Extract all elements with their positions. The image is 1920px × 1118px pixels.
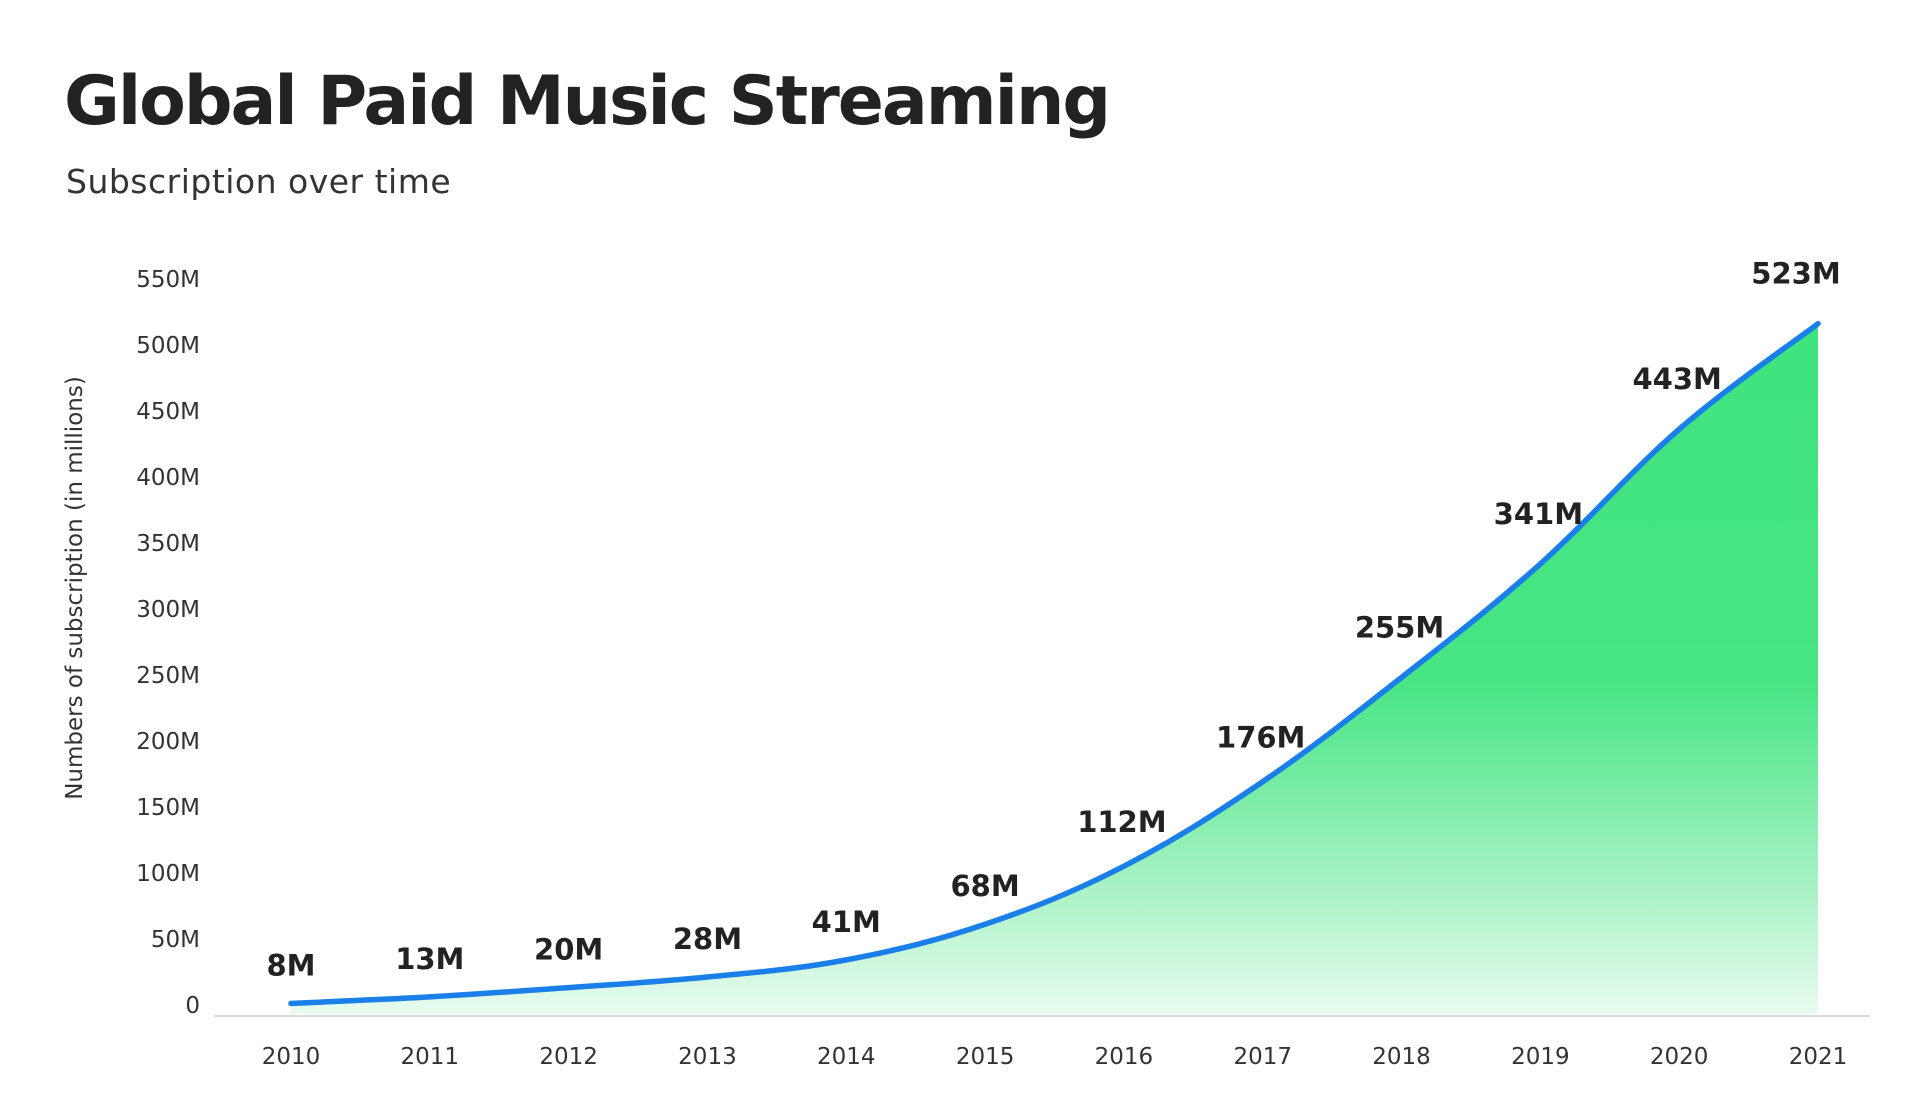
y-tick-label: 350M xyxy=(136,531,200,557)
y-tick-label: 50M xyxy=(151,927,200,953)
y-tick-label: 550M xyxy=(136,267,200,293)
data-point xyxy=(566,985,572,991)
data-point xyxy=(288,1000,294,1006)
data-label: 341M xyxy=(1494,497,1583,531)
data-point xyxy=(982,921,988,927)
y-tick-label: 300M xyxy=(136,597,200,623)
x-tick-label: 2016 xyxy=(1095,1044,1154,1070)
y-tick-label: 0 xyxy=(185,993,200,1019)
x-axis-ticks: 2010 2011 2012 2013 2014 2015 2016 2017 2018 2019… xyxy=(262,1044,1848,1070)
x-tick-label: 2018 xyxy=(1372,1044,1431,1070)
data-label: 28M xyxy=(673,922,742,956)
y-tick-label: 150M xyxy=(136,795,200,821)
y-tick-label: 250M xyxy=(136,663,200,689)
chart-title: Global Paid Music Streaming xyxy=(64,62,1111,141)
data-label: 20M xyxy=(534,933,603,967)
y-axis-label: Numbers of subscription (in millions) xyxy=(62,376,88,800)
series-line xyxy=(288,320,1821,1007)
x-tick-label: 2011 xyxy=(401,1044,460,1070)
data-label: 112M xyxy=(1077,805,1166,839)
x-tick-label: 2021 xyxy=(1789,1044,1848,1070)
area-fill xyxy=(291,323,1818,1014)
x-tick-label: 2017 xyxy=(1233,1044,1292,1070)
x-tick-label: 2014 xyxy=(817,1044,876,1070)
x-tick-label: 2013 xyxy=(678,1044,737,1070)
data-point xyxy=(704,974,710,980)
x-tick-label: 2010 xyxy=(262,1044,321,1070)
x-tick-label: 2015 xyxy=(956,1044,1015,1070)
y-tick-label: 450M xyxy=(136,399,200,425)
y-tick-label: 100M xyxy=(136,861,200,887)
data-point xyxy=(843,957,849,963)
x-tick-label: 2012 xyxy=(539,1044,598,1070)
y-tick-label: 200M xyxy=(136,729,200,755)
area-shape xyxy=(291,323,1818,1014)
data-label: 13M xyxy=(395,942,464,976)
data-label: 8M xyxy=(266,948,315,982)
data-point xyxy=(1260,779,1266,785)
data-label: 443M xyxy=(1632,362,1721,396)
data-point xyxy=(1815,321,1821,327)
data-label: 176M xyxy=(1216,721,1305,755)
y-tick-label: 500M xyxy=(136,333,200,359)
data-label: 41M xyxy=(812,905,881,939)
x-tick-label: 2019 xyxy=(1511,1044,1570,1070)
y-axis-ticks: 0 50M 100M 150M 200M 250M 300M 350M 400M 450M 500M… xyxy=(136,267,200,1019)
data-label: 68M xyxy=(950,869,1019,903)
data-label: 523M xyxy=(1751,257,1840,291)
grid-lines xyxy=(214,287,1870,1017)
data-label: 255M xyxy=(1355,610,1444,644)
chart-subtitle: Subscription over time xyxy=(66,162,452,201)
data-point xyxy=(1537,561,1543,567)
data-point xyxy=(1121,863,1127,869)
y-tick-label: 400M xyxy=(136,465,200,491)
data-point xyxy=(427,994,433,1000)
x-tick-label: 2020 xyxy=(1650,1044,1709,1070)
data-point xyxy=(1676,426,1682,432)
data-labels: 8M 13M 20M 28M 41M 68M 112M 176M 255M 341M 443M 523… xyxy=(266,257,1840,983)
data-point xyxy=(1399,674,1405,680)
